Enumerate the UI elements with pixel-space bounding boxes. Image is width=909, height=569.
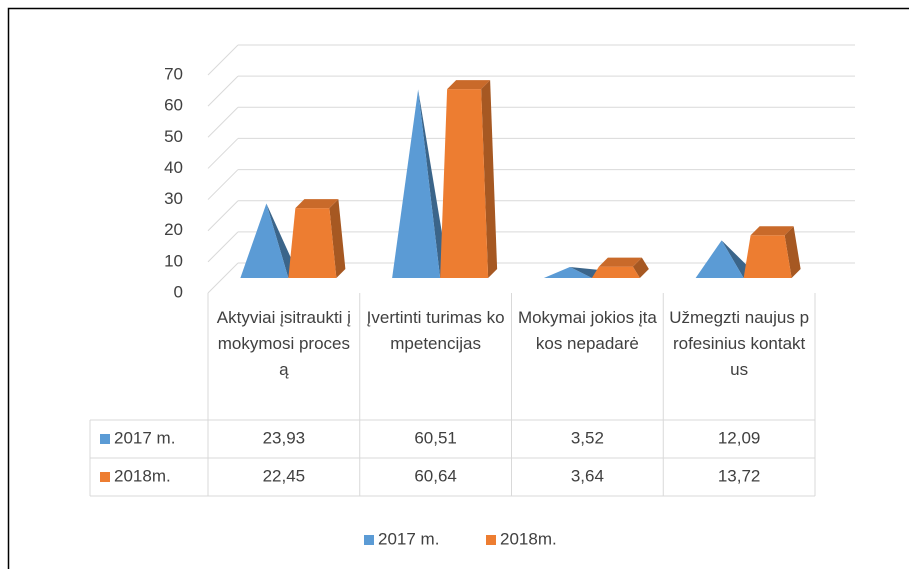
table-value: 23,93: [263, 428, 306, 447]
frustum-side: [632, 257, 649, 278]
frustum-front: [591, 266, 640, 278]
frustum-top: [750, 226, 794, 236]
grid-line: [207, 106, 239, 138]
pyramid-side: [721, 240, 752, 278]
y-tick-label: 20: [164, 220, 183, 239]
grid-line: [207, 169, 239, 200]
frustum-top: [295, 199, 339, 209]
grid-line: [207, 200, 239, 232]
pyramid-side: [418, 89, 449, 279]
table-value: 3,52: [571, 428, 604, 447]
legend-key: [364, 535, 374, 545]
pyramid-front: [695, 240, 744, 278]
y-tick-label: 50: [164, 127, 183, 146]
table-legend-key: [100, 472, 110, 482]
pyramid-side: [266, 203, 297, 278]
chart-border: [7, 7, 909, 569]
table-value: 3,64: [571, 466, 604, 485]
category-label: Užmegzti naujus profesinius kontaktus: [669, 308, 810, 379]
grid-line: [207, 231, 239, 263]
legend-label: 2018m.: [500, 529, 557, 548]
y-tick-label: 60: [164, 96, 183, 115]
y-tick-label: 10: [164, 251, 183, 270]
pyramid-front: [240, 203, 289, 278]
category-label: Įvertinti turimas kompetencijas: [366, 308, 505, 353]
grid-line: [207, 138, 239, 169]
frustum-front: [440, 89, 489, 278]
frustum-front: [288, 208, 337, 278]
frustum-front: [743, 235, 792, 278]
y-tick-label: 0: [174, 282, 183, 301]
table-value: 13,72: [718, 466, 761, 485]
category-label: Aktyviai įsitraukti į mokymosi procesą: [216, 308, 351, 379]
table-value: 60,64: [414, 466, 457, 485]
grid-line: [207, 75, 239, 107]
y-tick-label: 40: [164, 158, 183, 177]
y-tick-label: 30: [164, 189, 183, 208]
frustum-side: [481, 80, 498, 278]
category-label: Mokymai jokios įtakos nepadarė: [517, 308, 657, 353]
grid-line: [207, 44, 239, 76]
table-legend-key: [100, 434, 110, 444]
frustum-top: [598, 257, 642, 267]
table-value: 12,09: [718, 428, 761, 447]
table-series-name: 2018m.: [114, 466, 171, 485]
pyramid-front: [543, 267, 592, 278]
frustum-side: [329, 199, 346, 278]
legend-key: [486, 535, 496, 545]
table-series-name: 2017 m.: [114, 428, 175, 447]
table-value: 22,45: [263, 466, 306, 485]
pyramid-front: [392, 89, 441, 279]
frustum-top: [447, 80, 491, 90]
table-value: 60,51: [414, 428, 457, 447]
y-tick-label: 70: [164, 64, 183, 83]
frustum-side: [784, 226, 801, 278]
pyramid-side: [569, 267, 600, 278]
legend-label: 2017 m.: [378, 529, 439, 548]
grid-line: [207, 262, 239, 294]
